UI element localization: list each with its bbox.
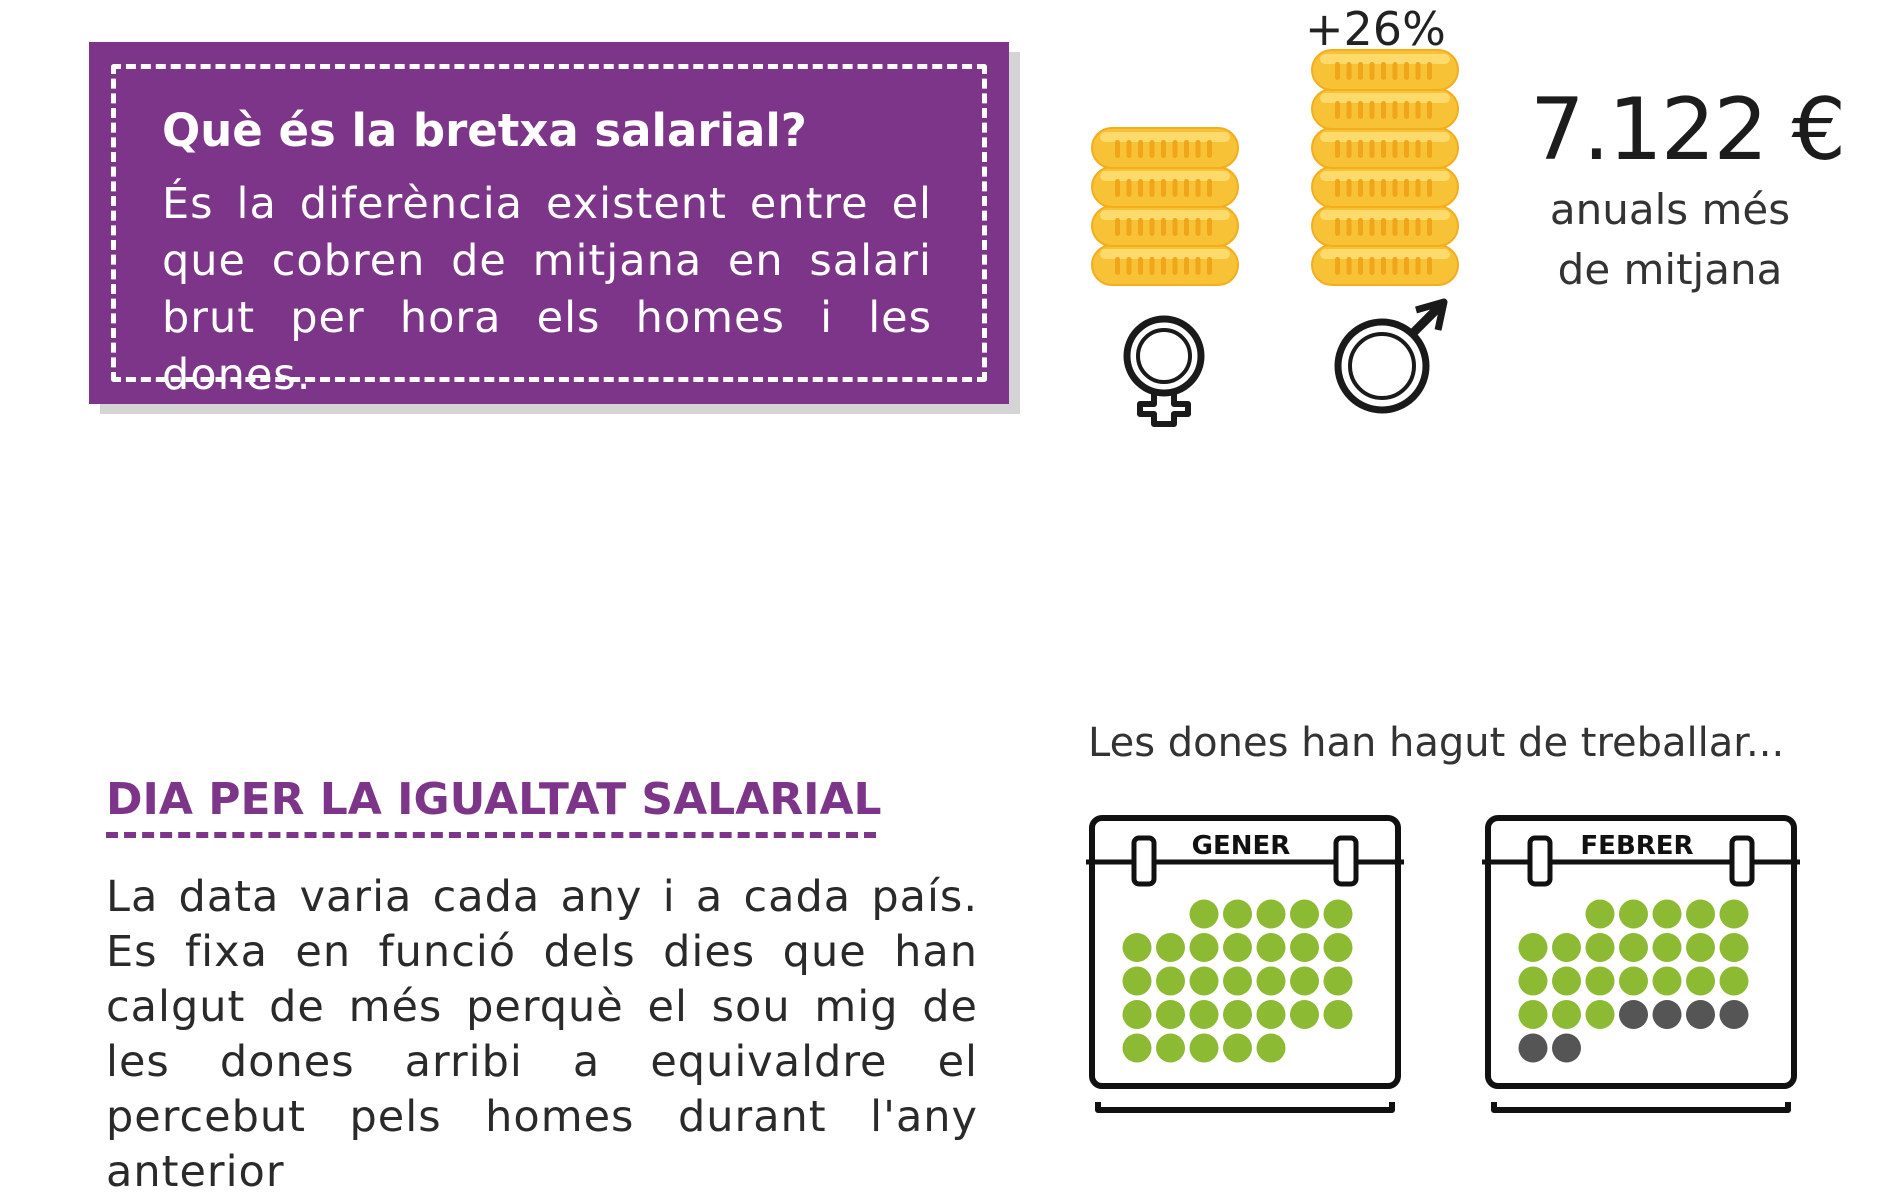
amount-caption-line1: anuals més — [1549, 185, 1791, 234]
calendar-ring-icon — [1729, 835, 1755, 887]
calendar-day-dot — [1518, 966, 1548, 996]
calendar-day-dot — [1552, 966, 1581, 996]
calendars-caption: Les dones han hagut de treballar... — [1088, 720, 1785, 766]
calendar-day-dot — [1290, 933, 1319, 962]
calendar-day-dot — [1256, 1000, 1286, 1029]
definition-text: És la diferència existent entre el que c… — [162, 179, 932, 400]
calendar-ring-icon — [1527, 835, 1553, 887]
female-coin — [1091, 244, 1239, 286]
calendar-day-dot — [1256, 933, 1286, 962]
calendar-day-dot — [1256, 1033, 1286, 1063]
calendar-day-dot — [1323, 933, 1353, 962]
female-coin — [1091, 166, 1239, 208]
calendar-day-dot — [1122, 966, 1152, 996]
calendar-day-dot — [1122, 1000, 1152, 1029]
calendar-day-dot — [1223, 933, 1252, 962]
difference-percent-label: +26% — [1305, 2, 1446, 56]
calendar-day-dot — [1719, 933, 1749, 962]
calendar-day-dot — [1686, 966, 1715, 996]
calendar-day-dot — [1619, 966, 1648, 996]
calendar-day-dot — [1290, 966, 1319, 996]
female-coin-stack — [1091, 127, 1239, 286]
calendar-day-dot — [1619, 899, 1648, 929]
calendar-day-dot — [1290, 1000, 1319, 1029]
equal-pay-day-title: DIA PER LA IGUALTAT SALARIAL — [106, 774, 882, 825]
calendar-day-dot — [1652, 966, 1682, 996]
calendar-day-dot — [1189, 1000, 1219, 1029]
title-underline — [106, 832, 876, 838]
male-coin — [1311, 127, 1459, 169]
calendar-day-dot — [1256, 899, 1286, 929]
calendar-day-dot — [1323, 899, 1353, 929]
calendar-day-dot — [1223, 1000, 1252, 1029]
calendar-day-dot — [1323, 966, 1353, 996]
calendar-day-dot — [1719, 1000, 1749, 1029]
definition-box-dashed-border — [111, 64, 987, 382]
calendar-day-dot — [1189, 966, 1219, 996]
female-coin — [1091, 205, 1239, 247]
calendar-day-dot — [1223, 966, 1252, 996]
calendar-day-dot — [1518, 933, 1548, 962]
calendar-day-dot — [1619, 933, 1648, 962]
calendar-day-dot — [1189, 933, 1219, 962]
calendar-day-dot — [1652, 899, 1682, 929]
calendar-day-dot — [1156, 933, 1185, 962]
calendar-day-dot — [1719, 966, 1749, 996]
annual-difference-amount: 7.122 € — [1530, 80, 1846, 180]
calendar-day-dot — [1122, 933, 1152, 962]
female-symbol-icon — [1123, 315, 1205, 427]
calendar-day-dot — [1585, 1000, 1615, 1029]
calendar-day-dot — [1552, 933, 1581, 962]
calendar-ring-icon — [1333, 835, 1359, 887]
equal-pay-day-text: La data varia cada any i a cada país. Es… — [106, 872, 978, 1197]
calendar-day-dot — [1518, 1033, 1548, 1063]
calendar-day-dot — [1223, 1033, 1252, 1063]
male-coin-stack — [1311, 49, 1459, 286]
calendar-ring-icon — [1131, 835, 1157, 887]
calendar-day-dot — [1585, 933, 1615, 962]
calendar-day-dot — [1223, 899, 1252, 929]
calendar-day-dot — [1156, 966, 1185, 996]
calendar-day-dot — [1156, 1033, 1185, 1063]
calendar-gener: GENER — [1086, 815, 1404, 1113]
calendar-day-dot — [1719, 899, 1749, 929]
calendar-day-dot — [1518, 1000, 1548, 1029]
calendar-day-dot — [1619, 1000, 1648, 1029]
calendar-day-dot — [1652, 933, 1682, 962]
calendar-day-dot — [1156, 1000, 1185, 1029]
calendar-day-dot — [1189, 1033, 1219, 1063]
calendar-day-dot — [1552, 1000, 1581, 1029]
male-coin — [1311, 205, 1459, 247]
calendar-day-dot — [1290, 899, 1319, 929]
calendar-day-dot — [1552, 1033, 1581, 1063]
calendar-day-dot — [1686, 1000, 1715, 1029]
definition-title: Què és la bretxa salarial? — [162, 104, 807, 157]
calendar-month-label: GENER — [1192, 831, 1291, 861]
calendar-day-dot — [1585, 899, 1615, 929]
calendar-day-dot — [1122, 1033, 1152, 1063]
male-coin — [1311, 166, 1459, 208]
calendar-day-dot — [1686, 933, 1715, 962]
male-coin — [1311, 88, 1459, 130]
amount-caption: anuals més de mitjana — [1520, 180, 1820, 300]
definition-box — [89, 42, 1009, 404]
calendar-month-label: FEBRER — [1580, 831, 1693, 861]
amount-caption-line2: de mitjana — [1557, 245, 1783, 294]
male-symbol-icon — [1334, 298, 1448, 414]
calendar-day-dot — [1585, 966, 1615, 996]
calendar-day-dot — [1686, 899, 1715, 929]
calendar-day-dot — [1323, 1000, 1353, 1029]
calendar-day-dot — [1189, 899, 1219, 929]
calendar-day-dot — [1652, 1000, 1682, 1029]
calendar-febrer: FEBRER — [1482, 815, 1800, 1113]
female-coin — [1091, 127, 1239, 169]
male-coin — [1311, 244, 1459, 286]
male-coin — [1311, 49, 1459, 91]
calendar-day-dot — [1256, 966, 1286, 996]
